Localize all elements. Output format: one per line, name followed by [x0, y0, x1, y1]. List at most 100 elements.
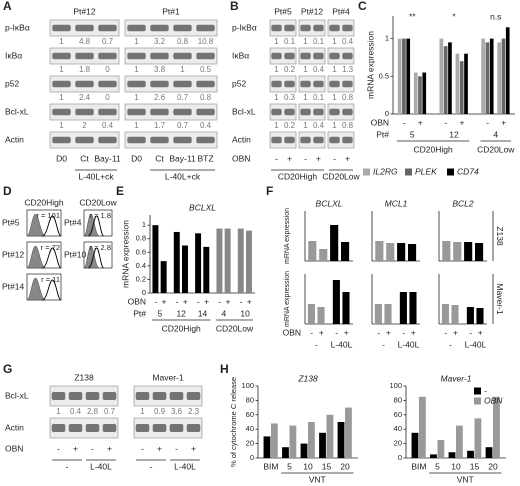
span-label: L-40L+ck — [78, 171, 114, 181]
lane-label: + — [73, 443, 78, 453]
band-quantification: 0.2 — [284, 121, 296, 130]
y-tick-label: 40 — [246, 424, 254, 433]
blot-band — [300, 136, 311, 144]
y-tick-label: 0 — [142, 288, 146, 297]
bar — [451, 305, 459, 324]
x-tick-label: + — [344, 327, 349, 337]
bar — [489, 38, 494, 114]
lane-label: - — [141, 443, 144, 453]
x-tick-label: + — [225, 296, 230, 306]
bar — [413, 72, 418, 114]
lane-label: + — [107, 443, 112, 453]
x-tick-label: + — [460, 117, 465, 127]
group-label: - — [382, 339, 385, 349]
band-quantification: 0.4 — [313, 65, 325, 74]
blot-panel — [133, 417, 203, 439]
x-tick-label: - — [154, 296, 157, 306]
blot-row-label: Actin — [5, 422, 24, 432]
bar — [406, 38, 411, 114]
blot-band — [68, 392, 83, 400]
group-label: - — [315, 339, 318, 349]
bar — [455, 53, 460, 114]
cd20-histogram — [42, 247, 62, 269]
band-quantification: 0.4 — [342, 37, 354, 46]
lane-label: + — [191, 443, 196, 453]
ratio-label: r = 2.8 — [90, 243, 111, 252]
bar — [181, 245, 188, 293]
bar — [418, 76, 422, 114]
bar — [342, 292, 350, 324]
bar — [476, 308, 484, 324]
sample-label: Pt#5 — [2, 217, 20, 227]
band-quantification: 1.8 — [79, 65, 91, 74]
bar — [263, 436, 271, 458]
bar — [386, 243, 395, 261]
lane-label: - — [57, 443, 60, 453]
bar — [307, 304, 315, 324]
bar — [475, 243, 484, 261]
bar — [317, 307, 325, 324]
group-label: 10 — [240, 308, 250, 318]
bar — [341, 242, 350, 261]
band-quantification: 1 — [59, 121, 64, 130]
bar — [442, 241, 451, 261]
band-quantification: 1 — [59, 65, 64, 74]
band-quantification: 1 — [332, 65, 337, 74]
band-quantification: 1 — [274, 93, 279, 102]
band-quantification: 1 — [332, 93, 337, 102]
bar — [300, 443, 308, 458]
blot-band — [150, 52, 169, 60]
y-tick-label: 0.8 — [136, 234, 146, 243]
blot-band — [98, 24, 117, 32]
blot-band — [173, 108, 192, 116]
legend-label: - — [484, 385, 487, 395]
x-tick-label: 20 — [488, 461, 498, 471]
blot-band — [150, 24, 169, 32]
band-quantification: 1 — [180, 65, 185, 74]
bar — [485, 447, 493, 458]
blot-panel — [124, 75, 218, 93]
super-group-label: CD20High — [414, 144, 453, 154]
x-tick-label: 5 — [435, 461, 440, 471]
x-tick-label: - — [402, 327, 405, 337]
y-tick-label: 0.6 — [136, 247, 146, 256]
y-tick-label: 100 — [241, 381, 254, 390]
blot-band — [52, 136, 71, 144]
blot-band — [127, 24, 146, 32]
bar — [152, 225, 159, 293]
group-label: L-40L — [398, 339, 420, 349]
isotype-histogram — [26, 245, 46, 269]
x-tick-label: + — [453, 327, 458, 337]
blot-band — [271, 80, 282, 88]
band-quantification: 1 — [134, 121, 139, 130]
band-quantification: 1 — [59, 37, 64, 46]
blot-band — [300, 24, 311, 32]
x-tick-label: - — [310, 327, 313, 337]
x-tick-label: + — [478, 327, 483, 337]
blot-band — [127, 136, 146, 144]
x-tick-label: - — [197, 296, 200, 306]
bar — [459, 61, 464, 114]
chart-title: Z138 — [297, 373, 318, 383]
band-quantification: 1 — [56, 407, 61, 416]
blot-panel — [124, 103, 218, 121]
bar — [456, 425, 463, 458]
blot-band — [169, 424, 184, 432]
blot-band — [173, 136, 192, 144]
blot-band — [75, 136, 94, 144]
blot-band — [173, 52, 192, 60]
blot-band — [329, 52, 340, 60]
bar — [173, 231, 180, 293]
column-header: CD20Low — [79, 197, 117, 207]
blot-band — [127, 52, 146, 60]
bar — [326, 414, 334, 458]
blot-band — [284, 80, 295, 88]
bar — [245, 230, 252, 293]
blot-band — [51, 424, 66, 432]
bar — [384, 304, 392, 324]
bar — [270, 423, 278, 458]
band-quantification: 0.8 — [177, 37, 189, 46]
band-quantification: 0.4 — [70, 407, 82, 416]
bar — [501, 38, 506, 114]
